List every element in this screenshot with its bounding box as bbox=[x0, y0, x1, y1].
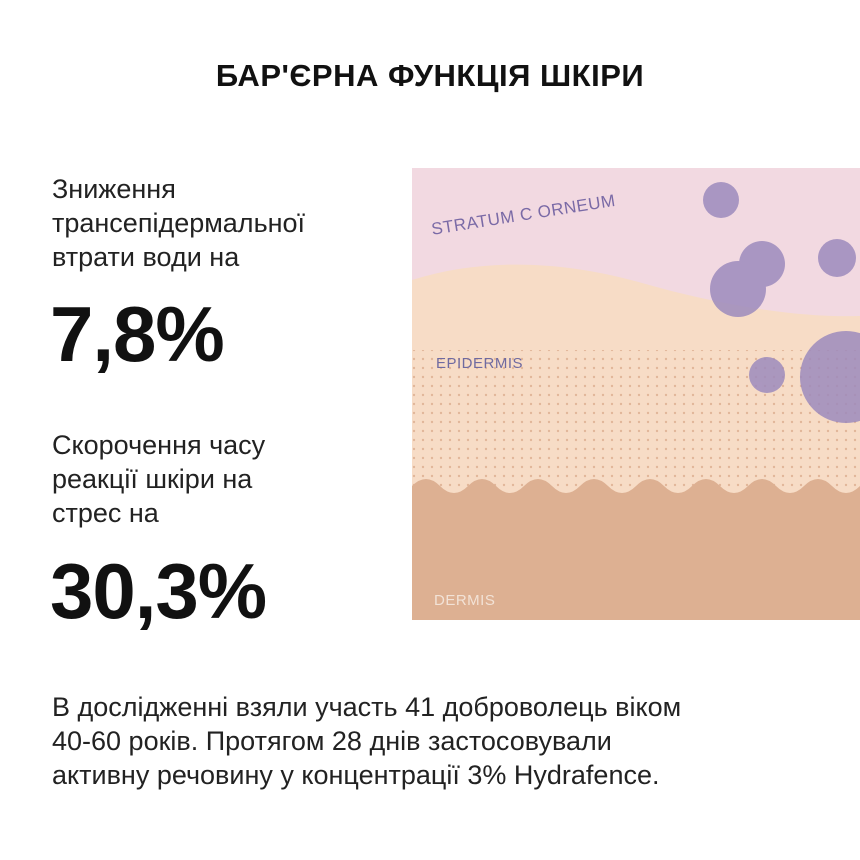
epidermis-dot-pattern bbox=[412, 350, 860, 490]
bubble bbox=[710, 261, 766, 317]
study-description-line-2: 40-60 років. Протягом 28 днів застосовув… bbox=[52, 726, 612, 756]
bubbles-group bbox=[703, 182, 860, 423]
stat-label-1-line-3: втрати води на bbox=[52, 242, 240, 272]
stat-label-1: Зниження трансепідермальної втрати води … bbox=[52, 172, 392, 274]
study-description: В дослідженні взяли участь 41 доброволец… bbox=[52, 690, 832, 792]
bubble bbox=[703, 182, 739, 218]
epidermis-label: EPIDERMIS bbox=[436, 355, 524, 372]
stat-value-1: 7,8% bbox=[50, 290, 225, 378]
stat-label-1-line-1: Зниження bbox=[52, 174, 176, 204]
stat-label-1-line-2: трансепідермальної bbox=[52, 208, 306, 238]
stat-label-2-line-1: Скорочення часу bbox=[52, 430, 266, 460]
stat-label-2: Скорочення часу реакції шкіри на стрес н… bbox=[52, 428, 392, 530]
study-description-line-1: В дослідженні взяли участь 41 доброволец… bbox=[52, 692, 682, 722]
bubble bbox=[749, 357, 785, 393]
dermis-label: DERMIS bbox=[434, 592, 496, 609]
study-description-line-3: активну речовину у концентрації 3% Hydra… bbox=[52, 760, 660, 790]
skin-layers-svg bbox=[412, 168, 860, 620]
stat-label-2-line-3: стрес на bbox=[52, 498, 159, 528]
page-title: БАР'ЄРНА ФУНКЦІЯ ШКІРИ bbox=[215, 58, 645, 93]
stat-label-2-line-2: реакції шкіри на bbox=[52, 464, 253, 494]
bubble bbox=[818, 239, 856, 277]
dermis-layer bbox=[412, 479, 860, 620]
bubble bbox=[800, 331, 860, 423]
stat-value-2: 30,3% bbox=[50, 547, 267, 635]
skin-layers-illustration: STRATUM C ORNEUM EPIDERMIS DERMIS bbox=[412, 168, 860, 620]
